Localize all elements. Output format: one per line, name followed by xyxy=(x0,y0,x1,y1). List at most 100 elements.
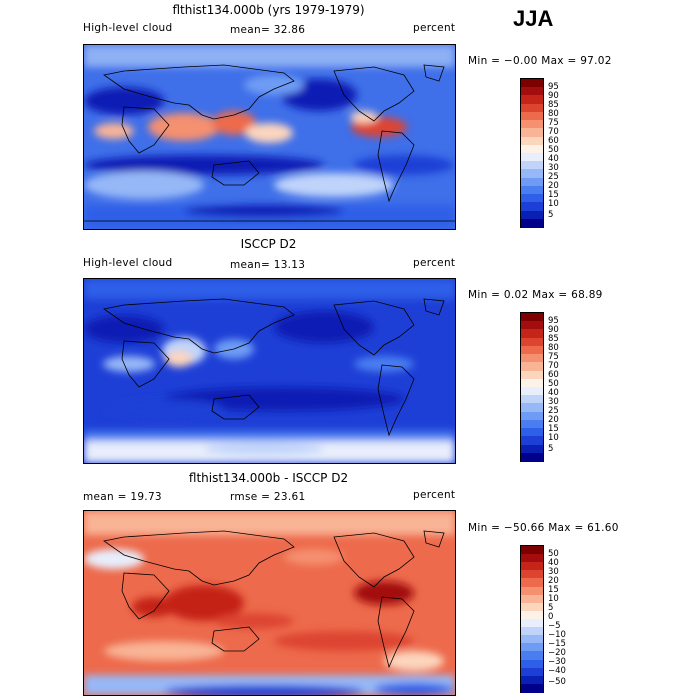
colorbar-swatch xyxy=(521,218,543,228)
colorbar-swatch xyxy=(521,403,543,413)
panel2-tick: 75 xyxy=(548,352,559,362)
colorbar-swatch xyxy=(521,111,543,121)
colorbar-swatch xyxy=(521,120,543,130)
panel3-title: flthist134.000b - ISCCP D2 xyxy=(188,471,349,485)
colorbar-swatch xyxy=(521,683,543,693)
panel2-title: ISCCP D2 xyxy=(240,237,297,251)
panel1-tick: 5 xyxy=(548,210,554,220)
colorbar-swatch xyxy=(521,651,543,661)
panel2-tick: 15 xyxy=(548,424,559,434)
panel2-map xyxy=(83,278,456,464)
colorbar-swatch xyxy=(521,452,543,462)
panel3-tick: 10 xyxy=(548,594,559,604)
panel1-tick: 30 xyxy=(548,163,559,173)
colorbar-swatch xyxy=(521,329,543,339)
panel1-tick: 95 xyxy=(548,82,559,92)
panel1-tick: 20 xyxy=(548,181,559,191)
panel3-tick: 50 xyxy=(548,549,559,559)
colorbar-swatch xyxy=(521,185,543,195)
colorbar-swatch xyxy=(521,419,543,429)
colorbar-swatch xyxy=(521,444,543,454)
panel3-tick: −10 xyxy=(548,630,566,640)
colorbar-swatch xyxy=(521,395,543,405)
colorbar-swatch xyxy=(521,202,543,212)
colorbar-swatch xyxy=(521,177,543,187)
panel1-tick: 85 xyxy=(548,100,559,110)
panel1-units: percent xyxy=(413,22,456,34)
colorbar-swatch xyxy=(521,337,543,347)
colorbar-swatch xyxy=(521,103,543,113)
colorbar-swatch xyxy=(521,136,543,146)
colorbar-swatch xyxy=(521,79,543,88)
panel3-tick: 15 xyxy=(548,585,559,595)
panel3-tick: −30 xyxy=(548,657,566,667)
colorbar-swatch xyxy=(521,635,543,645)
season-label: JJA xyxy=(513,6,554,31)
colorbar-swatch xyxy=(521,153,543,162)
colorbar-swatch xyxy=(521,95,543,105)
panel2-tick: 50 xyxy=(548,379,559,389)
panel2-tick: 80 xyxy=(548,343,559,353)
panel3-tick: 30 xyxy=(548,567,559,577)
panel3-tick: −5 xyxy=(548,621,561,631)
panel2-mean: mean= 13.13 xyxy=(230,259,306,271)
panel1-tick: 25 xyxy=(548,172,559,182)
panel1-tick: 40 xyxy=(548,154,559,164)
colorbar-swatch xyxy=(521,313,543,322)
panel3-colorbar xyxy=(520,545,544,693)
colorbar-swatch xyxy=(521,378,543,388)
panel3-tick: −40 xyxy=(548,666,566,676)
colorbar-swatch xyxy=(521,610,543,620)
panel1-tick: 15 xyxy=(548,190,559,200)
panel3-rmse: rmse = 23.61 xyxy=(230,491,306,503)
colorbar-swatch xyxy=(521,619,543,628)
panel3-tick: −15 xyxy=(548,639,566,649)
panel3-tick: −20 xyxy=(548,648,566,658)
panel1-field-label: High-level cloud xyxy=(83,22,173,34)
panel2-tick: 85 xyxy=(548,334,559,344)
colorbar-swatch xyxy=(521,144,543,154)
panel1-tick: 10 xyxy=(548,199,559,209)
colorbar-swatch xyxy=(521,345,543,355)
panel1-colorbar xyxy=(520,78,544,228)
panel1-tick: 70 xyxy=(548,127,559,137)
colorbar-swatch xyxy=(521,436,543,446)
panel2-units: percent xyxy=(413,257,456,269)
panel2-tick: 40 xyxy=(548,388,559,398)
panel3-tick: 40 xyxy=(548,558,559,568)
colorbar-swatch xyxy=(521,546,543,555)
panel1-tick: 50 xyxy=(548,145,559,155)
colorbar-swatch xyxy=(521,411,543,421)
panel2-tick: 60 xyxy=(548,370,559,380)
colorbar-swatch xyxy=(521,627,543,637)
colorbar-swatch xyxy=(521,578,543,588)
colorbar-swatch xyxy=(521,562,543,572)
colorbar-swatch xyxy=(521,428,543,438)
colorbar-swatch xyxy=(521,128,543,138)
panel3-mean: mean = 19.73 xyxy=(83,491,162,503)
colorbar-swatch xyxy=(521,321,543,331)
panel3-tick: 0 xyxy=(548,612,554,622)
panel2-colorbar xyxy=(520,312,544,462)
panel2-tick: 30 xyxy=(548,397,559,407)
panel1-range: Min = −0.00 Max = 97.02 xyxy=(468,55,612,67)
panel3-tick: 5 xyxy=(548,603,554,613)
panel1-map xyxy=(83,44,456,230)
colorbar-swatch xyxy=(521,594,543,604)
panel1-mean: mean= 32.86 xyxy=(230,24,306,36)
panel2-range: Min = 0.02 Max = 68.89 xyxy=(468,289,603,301)
panel2-tick: 5 xyxy=(548,444,554,454)
panel2-tick: 70 xyxy=(548,361,559,371)
colorbar-swatch xyxy=(521,362,543,372)
colorbar-swatch xyxy=(521,675,543,685)
panel1-title: flthist134.000b (yrs 1979-1979) xyxy=(172,3,365,17)
panel1-tick: 60 xyxy=(548,136,559,146)
colorbar-swatch xyxy=(521,87,543,97)
colorbar-swatch xyxy=(521,570,543,580)
panel3-range: Min = −50.66 Max = 61.60 xyxy=(468,522,619,534)
colorbar-swatch xyxy=(521,370,543,380)
colorbar-swatch xyxy=(521,586,543,596)
panel2-field-label: High-level cloud xyxy=(83,257,173,269)
colorbar-swatch xyxy=(521,194,543,204)
panel3-map xyxy=(83,510,456,696)
